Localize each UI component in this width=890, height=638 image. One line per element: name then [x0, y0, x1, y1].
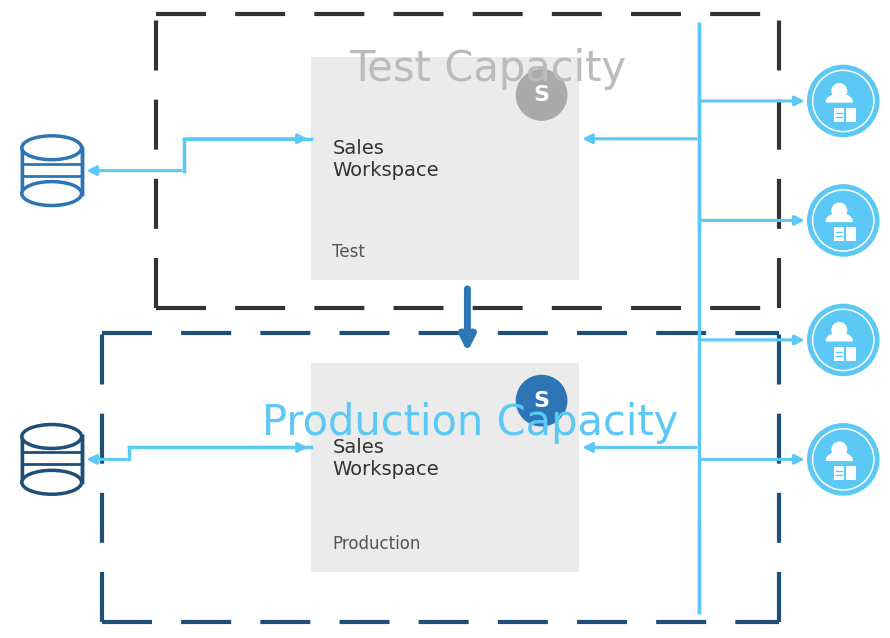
- Circle shape: [831, 202, 847, 218]
- Circle shape: [813, 191, 873, 250]
- Circle shape: [831, 83, 847, 99]
- Circle shape: [809, 306, 878, 374]
- Text: Test Capacity: Test Capacity: [349, 48, 626, 90]
- Bar: [846, 466, 856, 480]
- Bar: [23, 149, 80, 193]
- Text: Test: Test: [333, 243, 366, 262]
- Bar: [22, 148, 82, 193]
- Bar: [22, 436, 82, 482]
- Ellipse shape: [22, 470, 82, 494]
- Circle shape: [831, 322, 847, 338]
- Text: Sales: Sales: [333, 438, 384, 457]
- Text: S: S: [534, 390, 550, 411]
- Circle shape: [809, 186, 878, 255]
- Circle shape: [809, 426, 878, 493]
- Bar: [311, 363, 579, 572]
- Polygon shape: [826, 214, 853, 221]
- Ellipse shape: [22, 424, 82, 449]
- Text: Sales: Sales: [333, 139, 384, 158]
- Bar: [846, 347, 856, 361]
- Bar: [846, 227, 856, 241]
- Circle shape: [515, 69, 568, 121]
- Bar: [311, 57, 579, 280]
- Bar: [834, 466, 845, 480]
- Polygon shape: [826, 452, 853, 461]
- Circle shape: [813, 71, 873, 131]
- Circle shape: [813, 429, 873, 489]
- Circle shape: [831, 441, 847, 457]
- Circle shape: [813, 310, 873, 370]
- Bar: [834, 108, 845, 122]
- Text: Workspace: Workspace: [333, 460, 439, 479]
- Ellipse shape: [22, 136, 82, 160]
- Bar: [834, 347, 845, 361]
- Text: Production Capacity: Production Capacity: [262, 401, 678, 443]
- Polygon shape: [826, 94, 853, 102]
- Bar: [846, 108, 856, 122]
- Circle shape: [809, 67, 878, 135]
- Bar: [23, 438, 80, 481]
- Text: S: S: [534, 85, 550, 105]
- Text: Production: Production: [333, 535, 421, 553]
- Ellipse shape: [22, 182, 82, 205]
- Bar: [834, 227, 845, 241]
- Circle shape: [515, 375, 568, 427]
- Text: Workspace: Workspace: [333, 161, 439, 180]
- Polygon shape: [826, 333, 853, 341]
